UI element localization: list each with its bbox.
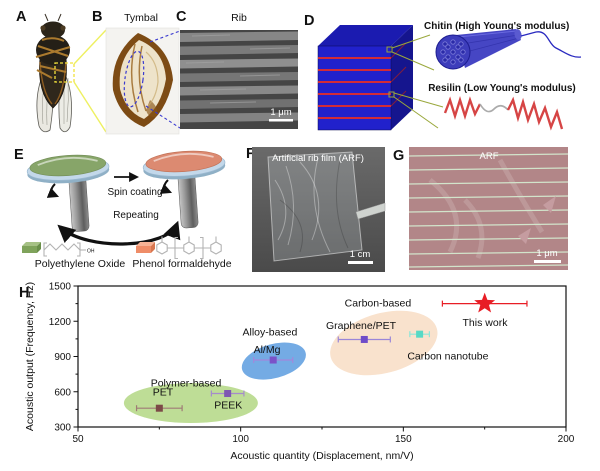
panel-c-title: Rib (231, 12, 247, 24)
rib-region-dashed-ellipse (123, 50, 145, 108)
point-label-peek: PEEK (214, 400, 242, 412)
x-tick-label: 100 (232, 434, 249, 445)
panel-f-title: Artificial rib film (ARF) (272, 153, 364, 164)
panel-g-scale-text: 1 μm (536, 248, 557, 259)
resilin-layers (318, 57, 391, 119)
panel-f-scale-text: 1 cm (350, 249, 371, 260)
peo-legend-swatch (22, 242, 41, 253)
panel-f-letter: F (246, 146, 255, 162)
panel-d-letter: D (304, 13, 314, 29)
rotation-arrow-right (159, 179, 173, 194)
group-ellipse-carbon-based (330, 310, 438, 376)
point-label-al-mg: Al/Mg (254, 344, 281, 356)
spin-coater-right (142, 150, 226, 229)
panel-c-letter: C (176, 9, 187, 25)
peo-interlayers (408, 153, 569, 268)
svg-text:OH: OH (87, 249, 95, 255)
point-label-this-work: This work (463, 317, 509, 329)
marker-square-graphene-pet (360, 335, 368, 343)
y-axis-label: Acoustic output (Frequency, Hz) (24, 282, 36, 431)
arf-photo: Artificial rib film (ARF) 1 cm (252, 147, 386, 272)
marker-square-peek (224, 390, 232, 398)
chitin-fiber-bundle (435, 29, 582, 70)
marker-square-carbon-nanotube (416, 330, 424, 338)
panel-g-scale-bar (534, 260, 561, 263)
transparent-film (267, 151, 363, 262)
group-label-alloy-based: Alloy-based (243, 326, 298, 338)
point-label-carbon-nanotube: Carbon nanotube (407, 350, 488, 362)
marker-square-pet (155, 404, 163, 412)
cicada-photo (35, 13, 107, 133)
panel-e: E Spin coating Repeating (14, 147, 232, 270)
panel-g-letter: G (393, 148, 404, 164)
x-tick-label: 50 (72, 434, 84, 445)
x-tick-label: 150 (395, 434, 412, 445)
x-tick-label: 200 (558, 434, 575, 445)
panel-c-scale-text: 1 μm (270, 107, 291, 118)
acoustic-performance-chart: 50 100 150 200 300 600 900 1200 1500 Acoustic qua… (24, 282, 575, 463)
point-label-pet: PET (153, 386, 174, 398)
pf-structure (156, 236, 222, 260)
rib-sem-ridges (180, 31, 298, 123)
panel-a-letter: A (16, 9, 27, 25)
y-tick-label: 600 (54, 387, 71, 398)
spin-coating-label: Spin coating (107, 187, 162, 198)
panel-h-letter: H (19, 285, 29, 301)
panel-b-letter: B (92, 9, 102, 25)
panel-a: A (16, 9, 107, 133)
panel-f: F Artificial rib film (ARF) 1 cm (246, 146, 386, 272)
group-label-carbon-based: Carbon-based (345, 298, 412, 310)
panel-h: H 50 100 150 200 300 600 900 1200 1500 Acoustic q… (19, 282, 575, 463)
peo-structure: OH (43, 242, 95, 257)
panel-b-title: Tymbal (124, 12, 158, 24)
film-flake (543, 196, 556, 213)
x-axis-label: Acoustic quantity (Displacement, nm/V) (230, 450, 413, 462)
point-label-graphene-pet: Graphene/PET (326, 320, 397, 332)
chitin-label: Chitin (High Young's modulus) (424, 21, 569, 32)
resilin-label: Resilin (Low Young's modulus) (428, 83, 576, 94)
panel-b: B Tymbal (92, 9, 181, 135)
repeating-label: Repeating (113, 210, 159, 221)
panel-g-title: ARF (480, 151, 499, 162)
panel-c-scale-bar (269, 119, 293, 122)
y-tick-label: 1500 (49, 282, 72, 293)
marker-star-this-work (474, 292, 496, 313)
leader-line-top (73, 29, 107, 65)
group-label-polymer-based: Polymer-based (151, 378, 222, 390)
pf-name: Phenol formaldehyde (132, 258, 231, 270)
y-tick-label: 300 (54, 423, 71, 434)
zoom-dashed-line-bottom (145, 105, 181, 129)
resilin-coil (443, 95, 564, 131)
tweezers (355, 202, 386, 220)
peo-name: Polyethylene Oxide (35, 258, 126, 270)
arf-sem-image: ARF 1 μm (408, 147, 569, 270)
y-tick-label: 900 (54, 352, 71, 363)
tymbal-photo (105, 27, 181, 135)
repeating-arrow (57, 220, 181, 246)
panel-f-scale-bar (348, 261, 373, 264)
layered-cube (317, 25, 413, 131)
leader-line-bottom (73, 81, 107, 133)
cicada-legs (35, 37, 71, 79)
tymbal-highlight-box (54, 62, 75, 83)
panel-c: C Rib 1 μm (176, 9, 298, 129)
pf-legend-swatch (136, 242, 155, 253)
panel-e-letter: E (14, 147, 24, 163)
panel-g: G ARF 1 μm (393, 147, 569, 270)
marker-square-al-mg (269, 356, 277, 364)
chitin-chain-tail (520, 31, 582, 58)
panel-d: D Chitin (High Young's modulus) (304, 13, 582, 131)
rib-sem-image: 1 μm (180, 30, 298, 129)
y-tick-label: 1200 (49, 317, 72, 328)
callout-wedges (386, 34, 444, 129)
spin-coater-left (26, 154, 110, 232)
rotation-arrow-left (46, 183, 60, 198)
